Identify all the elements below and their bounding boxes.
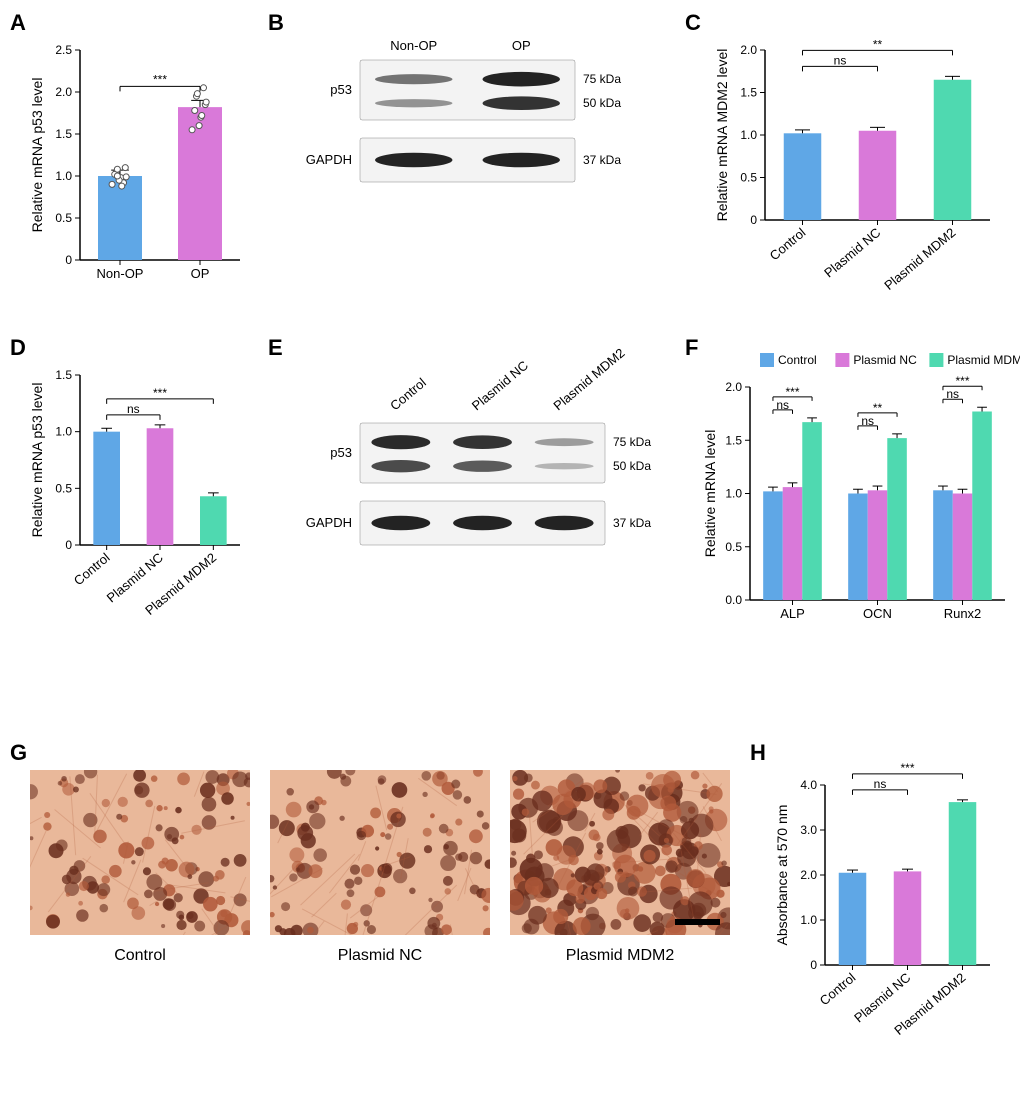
svg-text:ns: ns bbox=[127, 402, 140, 416]
svg-text:***: *** bbox=[785, 385, 799, 399]
chart-C: 0 0.5 1.0 1.5 2.0 Relative mRNA MDM2 level Con… bbox=[710, 20, 1000, 310]
svg-text:Relative mRNA MDM2 level: Relative mRNA MDM2 level bbox=[714, 49, 730, 222]
svg-text:ns: ns bbox=[776, 398, 789, 412]
figure-root: A B C D E F G H 0 0.5 1.0 1.5 2.0 2.5 Relative… bbox=[0, 0, 1020, 1109]
svg-text:**: ** bbox=[873, 37, 883, 51]
micrograph-caption: Plasmid NC bbox=[270, 947, 490, 965]
svg-text:1.5: 1.5 bbox=[55, 368, 72, 382]
svg-text:Control: Control bbox=[387, 375, 429, 413]
svg-text:Control: Control bbox=[71, 550, 113, 589]
svg-text:Control: Control bbox=[767, 225, 809, 263]
western-B: Non-OP OP p53 75 kDa 50 kDa GAPDH 37 kDa bbox=[300, 30, 630, 280]
svg-text:0: 0 bbox=[65, 538, 72, 552]
svg-text:1.5: 1.5 bbox=[55, 127, 72, 141]
svg-text:***: *** bbox=[955, 374, 969, 388]
svg-text:Plasmid MDM2: Plasmid MDM2 bbox=[550, 345, 627, 413]
svg-text:2.5: 2.5 bbox=[55, 43, 72, 57]
micrograph-caption: Control bbox=[30, 947, 250, 965]
micrograph bbox=[270, 770, 490, 935]
svg-text:0.5: 0.5 bbox=[55, 211, 72, 225]
svg-text:2.0: 2.0 bbox=[55, 85, 72, 99]
svg-text:50 kDa: 50 kDa bbox=[613, 459, 651, 473]
svg-text:Plasmid NC: Plasmid NC bbox=[821, 225, 883, 281]
svg-text:Relative mRNA p53 level: Relative mRNA p53 level bbox=[29, 78, 45, 233]
svg-text:2.0: 2.0 bbox=[800, 868, 817, 882]
svg-text:2.0: 2.0 bbox=[725, 380, 742, 394]
label-H: H bbox=[750, 740, 766, 766]
svg-text:OP: OP bbox=[512, 38, 531, 53]
svg-text:1.0: 1.0 bbox=[725, 487, 742, 501]
svg-text:Relative mRNA p53 level: Relative mRNA p53 level bbox=[29, 383, 45, 538]
svg-text:75 kDa: 75 kDa bbox=[583, 72, 621, 86]
svg-text:Non-OP: Non-OP bbox=[390, 38, 437, 53]
svg-text:0.5: 0.5 bbox=[725, 540, 742, 554]
svg-text:OP: OP bbox=[191, 266, 210, 281]
svg-text:0.5: 0.5 bbox=[740, 171, 757, 185]
svg-text:1.0: 1.0 bbox=[55, 169, 72, 183]
svg-text:1.0: 1.0 bbox=[740, 128, 757, 142]
svg-text:GAPDH: GAPDH bbox=[306, 152, 352, 167]
chart-A: 0 0.5 1.0 1.5 2.0 2.5 Relative mRNA p53 level N… bbox=[25, 20, 250, 300]
label-B: B bbox=[268, 10, 284, 36]
chart-H: 0 1.0 2.0 3.0 4.0 Absorbance at 570 nm Control… bbox=[770, 755, 1000, 1055]
svg-text:3.0: 3.0 bbox=[800, 823, 817, 837]
svg-text:Control: Control bbox=[778, 353, 817, 367]
svg-text:p53: p53 bbox=[330, 445, 352, 460]
svg-text:Plasmid MDM2: Plasmid MDM2 bbox=[881, 225, 958, 293]
svg-text:OCN: OCN bbox=[863, 606, 892, 621]
svg-text:1.5: 1.5 bbox=[725, 433, 742, 447]
label-F: F bbox=[685, 335, 698, 361]
svg-text:***: *** bbox=[153, 72, 167, 86]
svg-text:0: 0 bbox=[65, 253, 72, 267]
svg-text:***: *** bbox=[153, 386, 167, 400]
svg-text:Relative mRNA level: Relative mRNA level bbox=[702, 430, 718, 558]
svg-text:***: *** bbox=[900, 761, 914, 775]
label-G: G bbox=[10, 740, 27, 766]
svg-text:ns: ns bbox=[834, 53, 847, 67]
svg-text:ALP: ALP bbox=[780, 606, 805, 621]
svg-text:Plasmid NC: Plasmid NC bbox=[853, 353, 917, 367]
label-E: E bbox=[268, 335, 283, 361]
chart-D: 0 0.5 1.0 1.5 Relative mRNA p53 level Control… bbox=[25, 345, 250, 635]
svg-text:Plasmid MDM2: Plasmid MDM2 bbox=[947, 353, 1020, 367]
svg-text:Runx2: Runx2 bbox=[944, 606, 982, 621]
svg-text:1.0: 1.0 bbox=[800, 913, 817, 927]
svg-text:ns: ns bbox=[946, 387, 959, 401]
svg-text:1.0: 1.0 bbox=[55, 425, 72, 439]
chart-F: 0.0 0.5 1.0 1.5 2.0 Relative mRNA level Contro… bbox=[700, 345, 1010, 635]
western-E: ControlPlasmid NCPlasmid MDM2p5375 kDa50… bbox=[300, 355, 660, 630]
svg-text:0: 0 bbox=[750, 213, 757, 227]
micrographs-G: Control Plasmid NC Plasmid MDM2 bbox=[30, 770, 730, 1030]
svg-text:p53: p53 bbox=[330, 82, 352, 97]
svg-text:75 kDa: 75 kDa bbox=[613, 435, 651, 449]
svg-text:1.5: 1.5 bbox=[740, 86, 757, 100]
svg-text:**: ** bbox=[873, 401, 883, 415]
svg-text:37 kDa: 37 kDa bbox=[613, 516, 651, 530]
svg-text:0.0: 0.0 bbox=[725, 593, 742, 607]
svg-text:Non-OP: Non-OP bbox=[97, 266, 144, 281]
micrograph bbox=[510, 770, 730, 935]
svg-text:Control: Control bbox=[817, 970, 859, 1009]
micrograph-caption: Plasmid MDM2 bbox=[510, 947, 730, 965]
svg-text:2.0: 2.0 bbox=[740, 43, 757, 57]
svg-text:50 kDa: 50 kDa bbox=[583, 96, 621, 110]
svg-text:GAPDH: GAPDH bbox=[306, 515, 352, 530]
micrograph bbox=[30, 770, 250, 935]
svg-text:37 kDa: 37 kDa bbox=[583, 153, 621, 167]
label-A: A bbox=[10, 10, 26, 36]
svg-text:0: 0 bbox=[810, 958, 817, 972]
label-D: D bbox=[10, 335, 26, 361]
svg-text:Absorbance at 570 nm: Absorbance at 570 nm bbox=[774, 805, 790, 946]
svg-text:ns: ns bbox=[874, 777, 887, 791]
svg-text:ns: ns bbox=[861, 414, 874, 428]
svg-text:0.5: 0.5 bbox=[55, 481, 72, 495]
svg-text:Plasmid NC: Plasmid NC bbox=[469, 358, 531, 414]
svg-text:4.0: 4.0 bbox=[800, 778, 817, 792]
label-C: C bbox=[685, 10, 701, 36]
